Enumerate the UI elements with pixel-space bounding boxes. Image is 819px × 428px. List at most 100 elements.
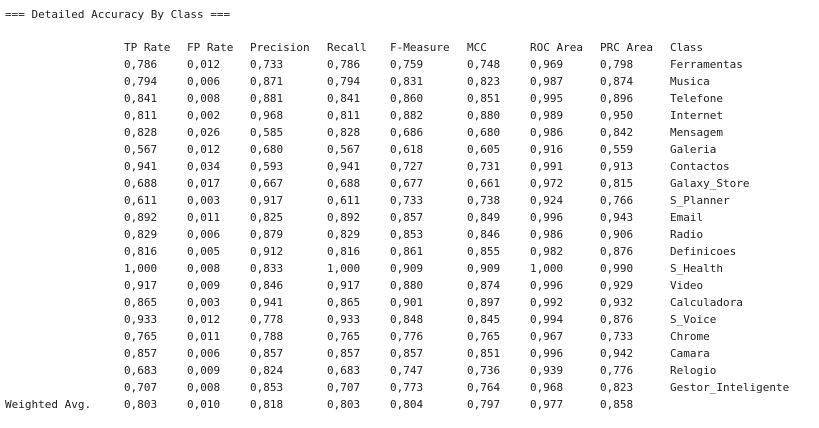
cell-roc-area: 0,939 bbox=[530, 364, 564, 377]
table-row: 0,765 0,011 0,788 0,765 0,776 0,765 0,96… bbox=[0, 330, 819, 347]
cell-roc-area: 0,996 bbox=[530, 347, 564, 360]
cell-prc-area: 0,943 bbox=[600, 211, 634, 224]
table-row: 0,829 0,006 0,879 0,829 0,853 0,846 0,98… bbox=[0, 228, 819, 245]
cell-f-measure: 0,860 bbox=[390, 92, 424, 105]
cell-precision: 0,824 bbox=[250, 364, 284, 377]
cell-prc-area: 0,823 bbox=[600, 381, 634, 394]
cell-mcc: 0,661 bbox=[467, 177, 501, 190]
cell-mcc: 0,845 bbox=[467, 313, 501, 326]
cell-precision: 0,825 bbox=[250, 211, 284, 224]
cell-precision: 0,968 bbox=[250, 109, 284, 122]
cell-recall: 0,683 bbox=[327, 364, 361, 377]
cell-tp-rate: 0,828 bbox=[124, 126, 158, 139]
cell-mcc: 0,797 bbox=[467, 398, 501, 411]
cell-tp-rate: 0,841 bbox=[124, 92, 158, 105]
cell-fp-rate: 0,012 bbox=[187, 313, 221, 326]
cell-recall: 0,794 bbox=[327, 75, 361, 88]
cell-fp-rate: 0,008 bbox=[187, 381, 221, 394]
cell-mcc: 0,823 bbox=[467, 75, 501, 88]
cell-mcc: 0,846 bbox=[467, 228, 501, 241]
cell-precision: 0,833 bbox=[250, 262, 284, 275]
cell-f-measure: 0,804 bbox=[390, 398, 424, 411]
cell-mcc: 0,765 bbox=[467, 330, 501, 343]
cell-mcc: 0,851 bbox=[467, 347, 501, 360]
header-class: Class bbox=[670, 41, 704, 54]
cell-mcc: 0,849 bbox=[467, 211, 501, 224]
header-prc-area: PRC Area bbox=[600, 41, 653, 54]
cell-prc-area: 0,815 bbox=[600, 177, 634, 190]
cell-prc-area: 0,858 bbox=[600, 398, 634, 411]
cell-tp-rate: 0,707 bbox=[124, 381, 158, 394]
cell-precision: 0,846 bbox=[250, 279, 284, 292]
table-header-row: TP Rate FP Rate Precision Recall F-Measu… bbox=[0, 41, 819, 58]
cell-recall: 0,933 bbox=[327, 313, 361, 326]
cell-roc-area: 1,000 bbox=[530, 262, 564, 275]
cell-class: Telefone bbox=[670, 92, 723, 105]
table-row: 0,933 0,012 0,778 0,933 0,848 0,845 0,99… bbox=[0, 313, 819, 330]
header-precision: Precision bbox=[250, 41, 310, 54]
cell-class: Musica bbox=[670, 75, 710, 88]
cell-roc-area: 0,968 bbox=[530, 381, 564, 394]
cell-prc-area: 0,896 bbox=[600, 92, 634, 105]
cell-recall: 0,765 bbox=[327, 330, 361, 343]
cell-mcc: 0,736 bbox=[467, 364, 501, 377]
cell-roc-area: 0,996 bbox=[530, 279, 564, 292]
cell-roc-area: 0,991 bbox=[530, 160, 564, 173]
cell-roc-area: 0,992 bbox=[530, 296, 564, 309]
cell-tp-rate: 0,803 bbox=[124, 398, 158, 411]
cell-prc-area: 0,559 bbox=[600, 143, 634, 156]
header-mcc: MCC bbox=[467, 41, 487, 54]
table-row: 0,816 0,005 0,912 0,816 0,861 0,855 0,98… bbox=[0, 245, 819, 262]
cell-tp-rate: 0,917 bbox=[124, 279, 158, 292]
cell-tp-rate: 0,857 bbox=[124, 347, 158, 360]
cell-roc-area: 0,989 bbox=[530, 109, 564, 122]
cell-fp-rate: 0,012 bbox=[187, 143, 221, 156]
cell-precision: 0,941 bbox=[250, 296, 284, 309]
cell-fp-rate: 0,017 bbox=[187, 177, 221, 190]
cell-recall: 0,688 bbox=[327, 177, 361, 190]
cell-precision: 0,871 bbox=[250, 75, 284, 88]
cell-fp-rate: 0,003 bbox=[187, 194, 221, 207]
cell-class: Definicoes bbox=[670, 245, 737, 258]
cell-prc-area: 0,906 bbox=[600, 228, 634, 241]
cell-f-measure: 0,686 bbox=[390, 126, 424, 139]
cell-recall: 0,829 bbox=[327, 228, 361, 241]
cell-tp-rate: 0,933 bbox=[124, 313, 158, 326]
cell-fp-rate: 0,008 bbox=[187, 92, 221, 105]
cell-f-measure: 0,909 bbox=[390, 262, 424, 275]
cell-fp-rate: 0,011 bbox=[187, 211, 221, 224]
cell-f-measure: 0,733 bbox=[390, 194, 424, 207]
cell-prc-area: 0,990 bbox=[600, 262, 634, 275]
cell-fp-rate: 0,006 bbox=[187, 228, 221, 241]
table-row: 0,707 0,008 0,853 0,707 0,773 0,764 0,96… bbox=[0, 381, 819, 398]
table-row: 0,567 0,012 0,680 0,567 0,618 0,605 0,91… bbox=[0, 143, 819, 160]
cell-fp-rate: 0,009 bbox=[187, 364, 221, 377]
cell-precision: 0,853 bbox=[250, 381, 284, 394]
cell-mcc: 0,764 bbox=[467, 381, 501, 394]
cell-precision: 0,788 bbox=[250, 330, 284, 343]
cell-precision: 0,818 bbox=[250, 398, 284, 411]
cell-recall: 0,857 bbox=[327, 347, 361, 360]
table-row: 0,917 0,009 0,846 0,917 0,880 0,874 0,99… bbox=[0, 279, 819, 296]
cell-roc-area: 0,986 bbox=[530, 126, 564, 139]
cell-class: Radio bbox=[670, 228, 704, 241]
cell-class: Camara bbox=[670, 347, 710, 360]
cell-mcc: 0,605 bbox=[467, 143, 501, 156]
cell-precision: 0,667 bbox=[250, 177, 284, 190]
cell-class: Galaxy_Store bbox=[670, 177, 750, 190]
cell-tp-rate: 0,865 bbox=[124, 296, 158, 309]
cell-f-measure: 0,727 bbox=[390, 160, 424, 173]
cell-prc-area: 0,776 bbox=[600, 364, 634, 377]
cell-precision: 0,733 bbox=[250, 58, 284, 71]
cell-f-measure: 0,773 bbox=[390, 381, 424, 394]
cell-precision: 0,917 bbox=[250, 194, 284, 207]
cell-tp-rate: 0,611 bbox=[124, 194, 158, 207]
cell-recall: 0,828 bbox=[327, 126, 361, 139]
cell-fp-rate: 0,003 bbox=[187, 296, 221, 309]
cell-f-measure: 0,857 bbox=[390, 211, 424, 224]
header-fp-rate: FP Rate bbox=[187, 41, 234, 54]
cell-recall: 0,865 bbox=[327, 296, 361, 309]
cell-prc-area: 0,874 bbox=[600, 75, 634, 88]
cell-f-measure: 0,853 bbox=[390, 228, 424, 241]
